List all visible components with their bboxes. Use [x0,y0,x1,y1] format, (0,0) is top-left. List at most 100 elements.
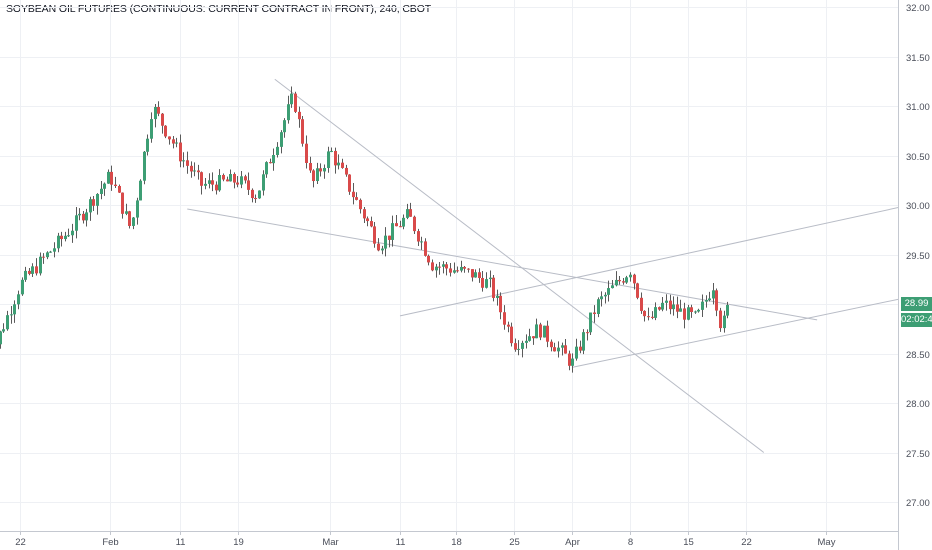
candle-up [337,162,340,166]
candle-up [406,209,409,218]
candle-down [236,182,239,185]
candle-down [492,277,495,298]
candle-down [647,316,650,318]
candle-down [226,179,229,182]
candle-down [510,326,513,344]
candle-down [366,218,369,222]
candle-down [28,270,31,274]
candle-up [679,308,682,312]
candle-up [85,212,88,221]
trendline[interactable] [187,208,818,321]
y-tick-label: 32.00 [906,3,930,14]
candle-up [283,120,286,133]
candle-down [345,167,348,175]
trendline[interactable] [274,78,765,453]
candle-up [258,190,261,199]
candle-down [121,192,124,214]
chart-title: SOYBEAN OIL FUTURES (CONTINUOUS: CURRENT… [6,3,432,15]
candle-down [82,213,85,221]
candle-down [244,176,247,181]
candle-down [579,346,582,351]
candle-down [161,113,164,126]
y-tick-label: 29.50 [906,251,930,262]
candle-down [377,243,380,251]
candle-down [431,262,434,271]
y-tick-label: 31.00 [906,102,930,113]
candle-down [269,162,272,164]
candle-up [521,342,524,349]
candle-up [204,183,207,186]
candle-down [301,119,304,144]
candle-up [57,235,60,249]
candle-down [568,353,571,366]
x-tick-label: 15 [683,537,694,548]
candle-up [604,294,607,297]
trendline[interactable] [571,291,932,368]
candle-up [316,168,319,182]
candle-down [312,170,315,182]
candle-down [622,281,625,283]
candle-up [705,300,708,302]
candle-down [355,197,358,200]
candle-up [100,188,103,194]
candle-down [564,345,567,354]
candle-up [435,266,438,271]
candle-up [21,279,24,295]
candle-up [287,104,290,121]
x-tick-label: Mar [322,537,338,548]
time-axis-panel[interactable] [0,531,898,550]
candle-down [186,160,189,166]
candle-up [723,315,726,329]
candle-up [453,270,456,273]
candle-down [669,300,672,310]
candle-up [182,160,185,162]
x-tick-label: 22 [15,537,26,548]
candle-up [712,290,715,299]
candle-up [708,298,711,301]
candle-up [49,251,52,253]
candle-down [438,266,441,268]
candle-down [467,268,470,270]
last-price-badge: 28.99 [901,297,932,311]
candle-up [96,193,99,206]
trendline[interactable] [399,199,932,317]
candle-down [294,93,297,112]
candle-up [132,217,135,226]
candle-up [2,329,5,332]
candle-up [525,340,528,343]
candle-down [399,226,402,228]
candle-down [319,168,322,172]
candle-down [128,211,131,226]
candle-down [471,269,474,278]
candle-up [474,272,477,278]
candle-down [636,283,639,298]
trendline-layer[interactable] [187,78,932,453]
candle-up [391,223,394,240]
candle-down [118,185,121,193]
candle-down [449,268,452,273]
price-axis-panel[interactable] [898,0,932,550]
candle-down [550,341,553,348]
candle-up [146,138,149,152]
candle-up [136,200,139,218]
candle-up [240,176,243,185]
candle-up [0,331,2,345]
candle-down [35,266,38,274]
candle-down [417,231,420,242]
candle-up [528,336,531,341]
candle-up [229,174,232,182]
candle-down [640,297,643,311]
x-tick-label: 18 [451,537,462,548]
candle-up [726,304,729,316]
x-tick-label: May [818,537,836,548]
candle-down [409,209,412,217]
candle-up [460,266,463,271]
candle-down [233,174,236,183]
candle-up [13,304,16,315]
candle-down [514,343,517,350]
candle-up [582,332,585,351]
candle-up [661,302,664,310]
candle-down [413,216,416,232]
candle-down [503,312,506,325]
